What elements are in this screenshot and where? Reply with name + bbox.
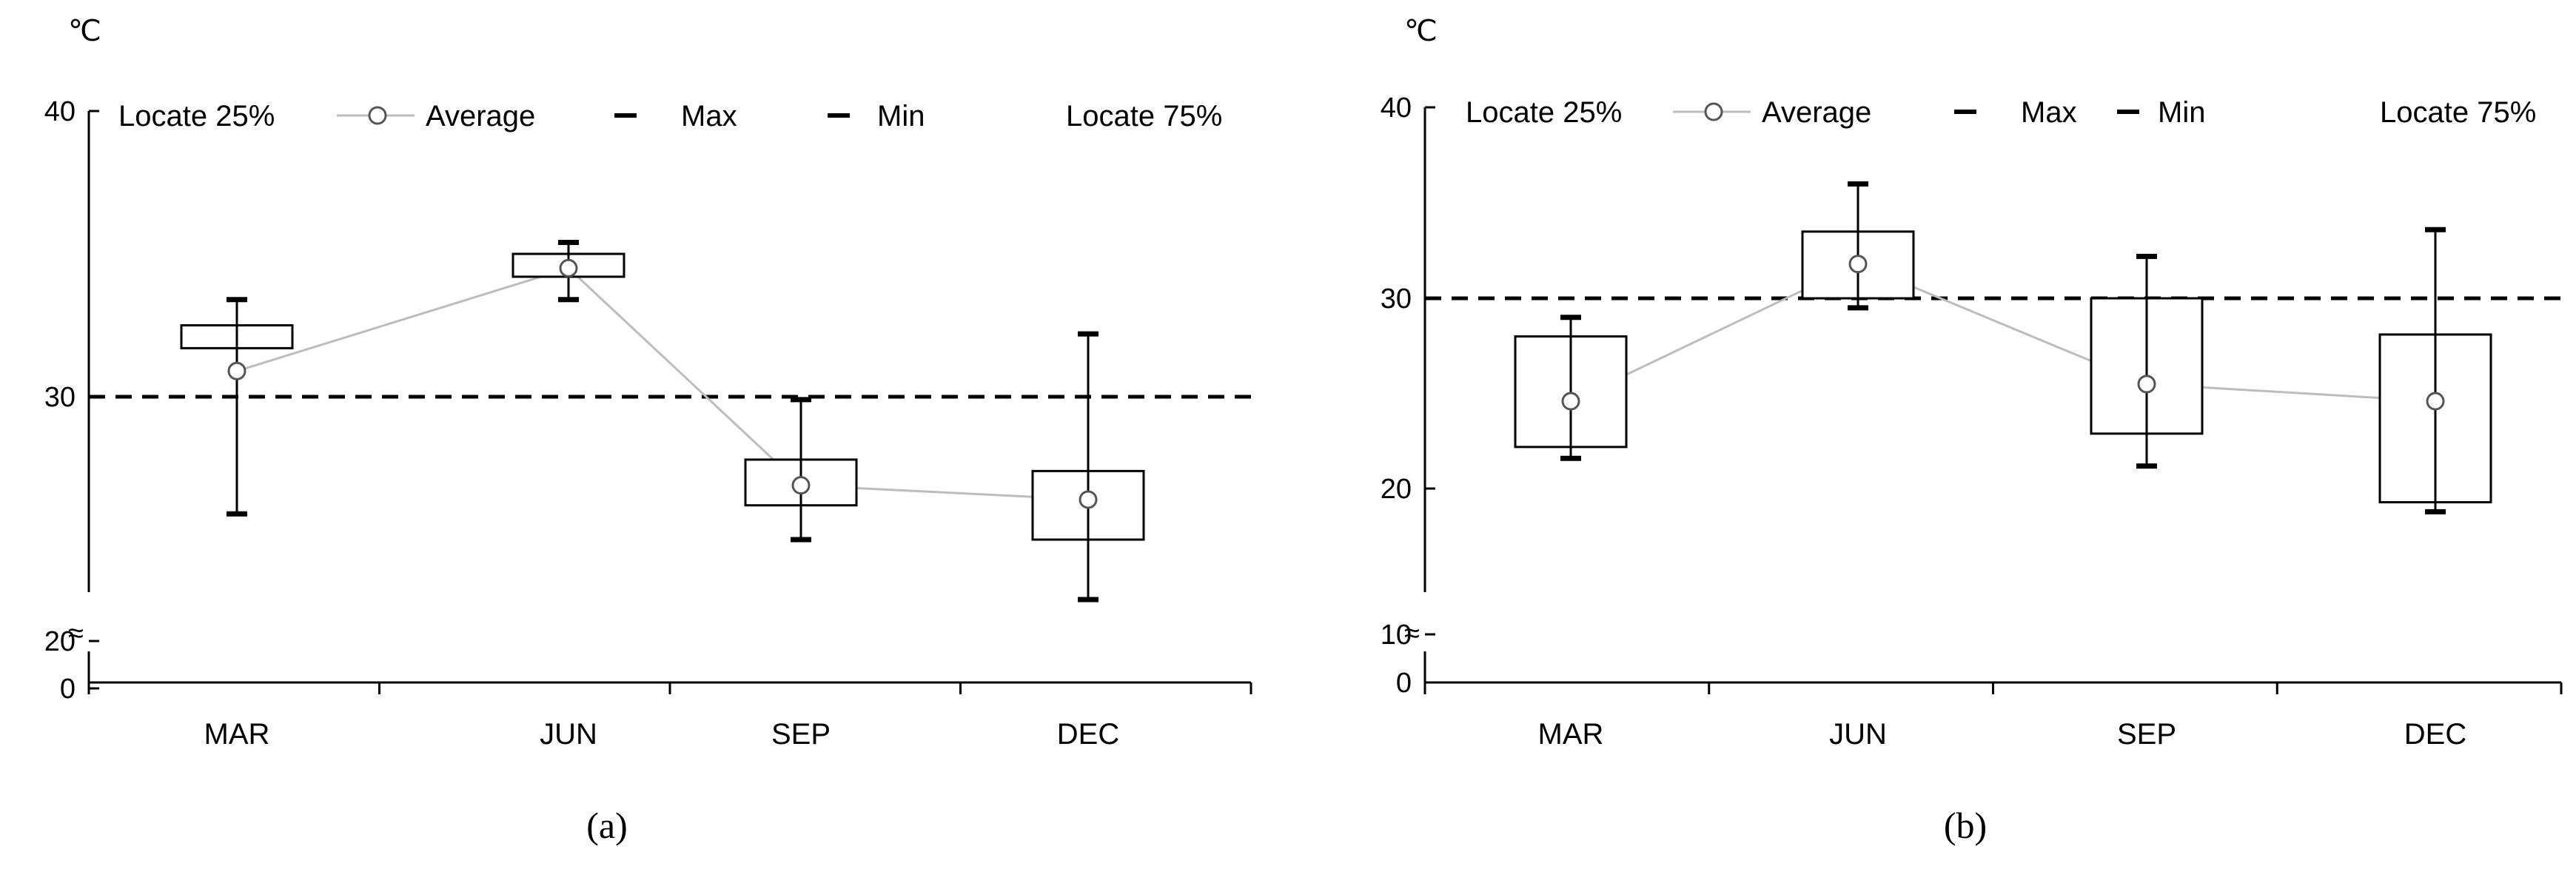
legend-average: Average: [426, 100, 535, 132]
x-category-label: MAR: [204, 718, 270, 751]
y-tick-label: 30: [44, 382, 76, 413]
box-sep: [744, 397, 858, 543]
legend-max: Max: [681, 100, 737, 132]
chart-panel-a: ℃ ≈40 30 20 0 MAR JUN SEP DEC Locate 25% Average Ma…: [44, 15, 1252, 846]
panel-caption: (b): [1944, 805, 1987, 846]
average-marker: [227, 361, 246, 380]
axis-break-symbol: ≈: [1404, 618, 1420, 649]
panel-caption: (a): [586, 805, 628, 846]
x-category-label: SEP: [771, 718, 831, 751]
average-line: [1570, 263, 2436, 403]
box-dec: [2378, 227, 2492, 514]
legend: Locate 25% Average Max Min Locate 75%: [118, 100, 1222, 132]
y-tick-label: 20: [44, 626, 76, 657]
chart-panel-b: ℃ ≈40 30 20 10 0 MAR JUN SEP DEC Locate 25% Average…: [1381, 15, 2563, 846]
average-marker: [2137, 375, 2156, 394]
y-tick-label: 20: [1381, 474, 1412, 505]
y-tick-label: 0: [60, 674, 76, 705]
box-mar: [180, 297, 294, 517]
legend-max: Max: [2021, 96, 2077, 129]
legend: Locate 25% Average Max Min Locate 75%: [1466, 96, 2536, 129]
x-category-label: JUN: [540, 718, 597, 751]
legend-min: Min: [877, 100, 925, 132]
legend-average: Average: [1762, 96, 1871, 129]
box-dec: [1031, 331, 1145, 603]
axis-break-symbol: ≈: [68, 618, 84, 649]
box-mar: [1514, 315, 1628, 461]
average-marker: [1848, 255, 1868, 274]
unit-label: ℃: [68, 15, 101, 47]
legend-average-marker: [1704, 102, 1723, 121]
average-marker: [1561, 392, 1580, 411]
y-tick-label: 10: [1381, 620, 1412, 651]
average-marker: [791, 476, 811, 495]
box-jun: [1801, 181, 1915, 311]
legend-average-marker: [368, 106, 387, 125]
legend-min: Min: [2158, 96, 2205, 129]
x-category-label: SEP: [2117, 718, 2176, 751]
average-marker: [1079, 490, 1098, 509]
unit-label: ℃: [1404, 15, 1438, 47]
x-category-label: JUN: [1829, 718, 1887, 751]
average-line: [236, 266, 1089, 501]
average-marker: [2426, 392, 2445, 411]
box-jun: [511, 240, 625, 303]
legend-locate-25: Locate 25%: [1466, 96, 1622, 129]
x-category-label: DEC: [1057, 718, 1119, 751]
y-tick-label: 30: [1381, 283, 1412, 315]
average-marker: [559, 258, 578, 278]
y-tick-label: 0: [1396, 668, 1412, 699]
y-tick-label: 40: [44, 96, 76, 127]
legend-locate-75: Locate 75%: [1066, 100, 1222, 132]
y-tick-label: 40: [1381, 93, 1412, 124]
legend-locate-75: Locate 75%: [2380, 96, 2536, 129]
box-sep: [2090, 253, 2204, 469]
x-category-label: DEC: [2404, 718, 2466, 751]
legend-locate-25: Locate 25%: [118, 100, 275, 132]
x-category-label: MAR: [1538, 718, 1604, 751]
